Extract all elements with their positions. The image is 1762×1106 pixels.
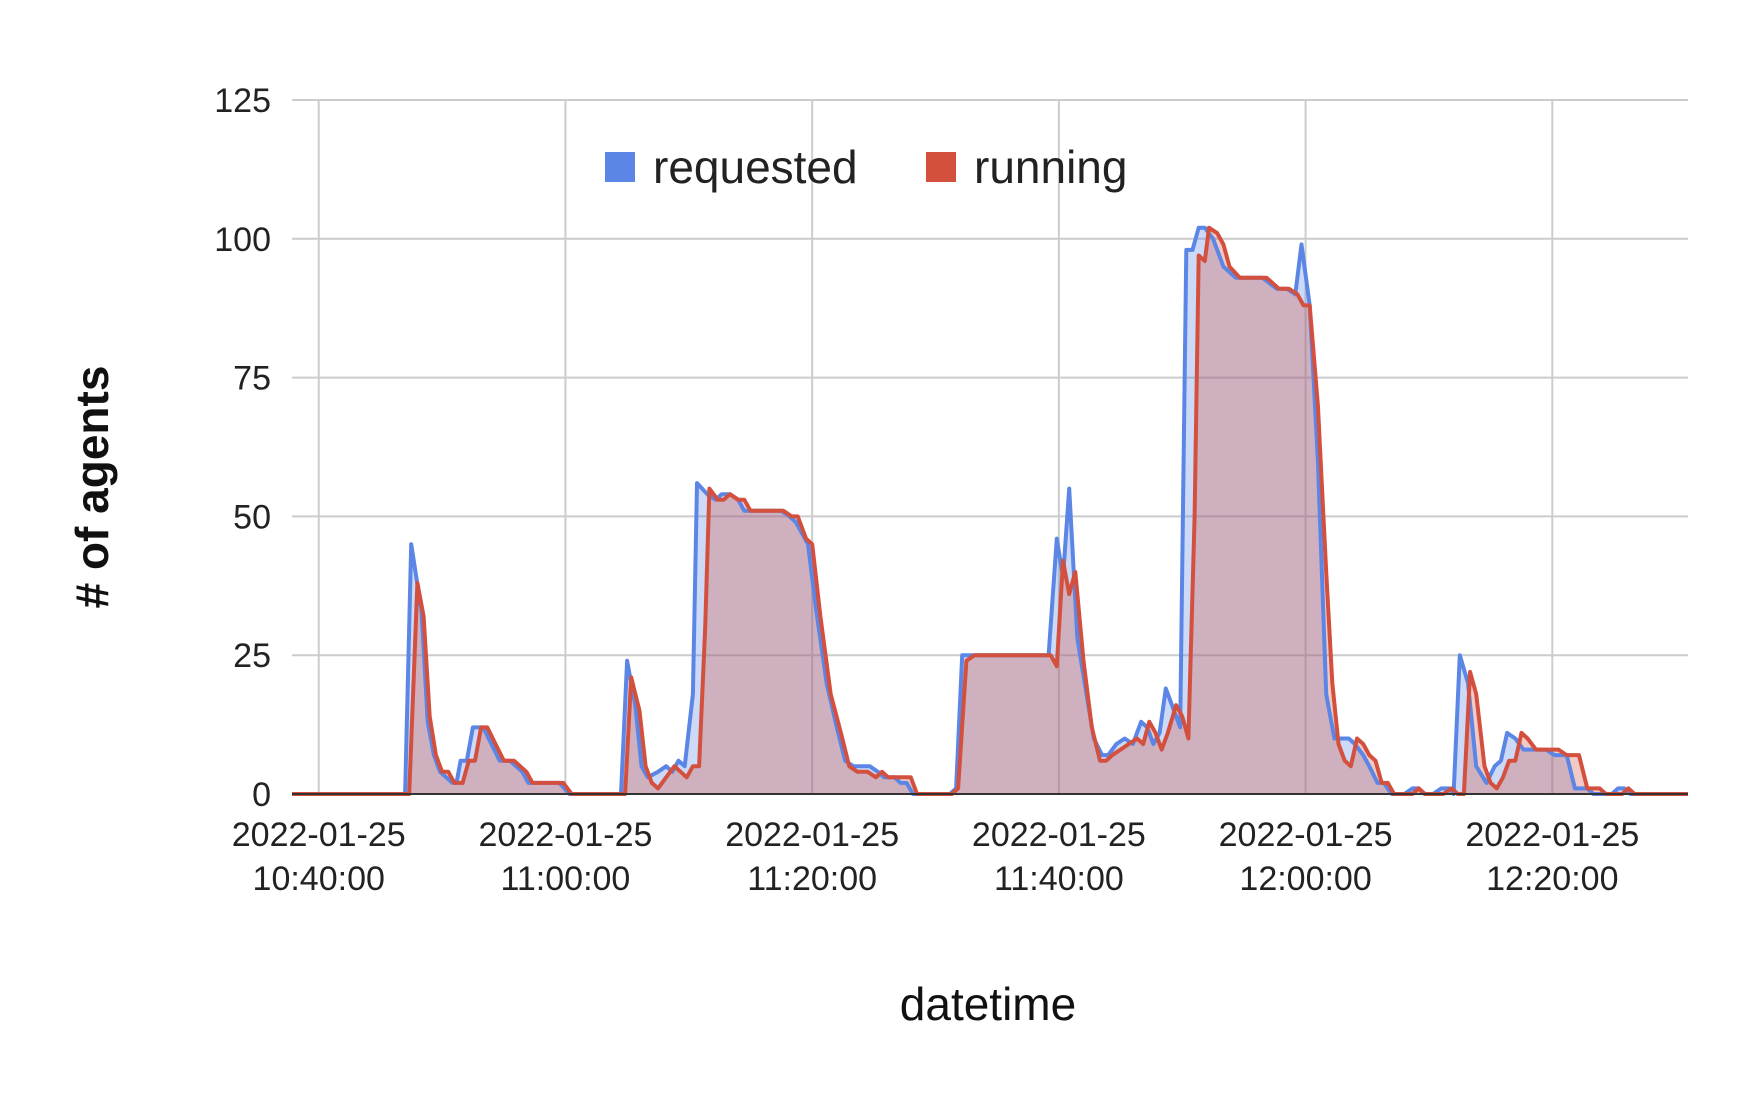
y-tick-label: 0	[252, 776, 271, 814]
x-tick-label-time: 11:20:00	[747, 860, 877, 898]
x-gridlines	[317, 100, 1554, 794]
line-running	[292, 225, 1688, 796]
y-tick-labels: 0 25 50 75 100 125	[214, 82, 271, 814]
legend-label-running: running	[974, 141, 1127, 193]
legend-swatch-requested	[605, 152, 635, 182]
x-tick-label-date: 2022-01-25	[972, 816, 1146, 854]
y-tick-label: 25	[233, 637, 271, 675]
y-gridlines	[292, 99, 1688, 657]
y-tick-label: 75	[233, 360, 271, 398]
x-axis-title: datetime	[900, 978, 1076, 1030]
x-tick-label-date: 2022-01-25	[1219, 816, 1393, 854]
x-tick-label-time: 10:40:00	[253, 860, 385, 898]
x-tick-label-time: 12:20:00	[1486, 860, 1618, 898]
x-tick-label-date: 2022-01-25	[232, 816, 406, 854]
y-axis-title: # of agents	[66, 366, 118, 609]
y-tick-label: 50	[233, 498, 271, 536]
y-tick-label: 125	[214, 82, 271, 120]
x-tick-label-date: 2022-01-25	[478, 816, 652, 854]
legend-label-requested: requested	[653, 141, 858, 193]
y-tick-label: 100	[214, 221, 271, 259]
x-tick-label-time: 11:40:00	[994, 860, 1124, 898]
x-tick-label-time: 11:00:00	[501, 860, 631, 898]
x-tick-label-date: 2022-01-25	[1465, 816, 1639, 854]
legend-swatch-running	[926, 152, 956, 182]
x-tick-label-date: 2022-01-25	[725, 816, 899, 854]
x-tick-labels: 2022-01-25 10:40:00 2022-01-25 11:00:00 2022…	[232, 816, 1640, 898]
legend: requested running	[605, 141, 1127, 193]
x-tick-label-time: 12:00:00	[1239, 860, 1371, 898]
area-requested	[292, 227, 1688, 794]
